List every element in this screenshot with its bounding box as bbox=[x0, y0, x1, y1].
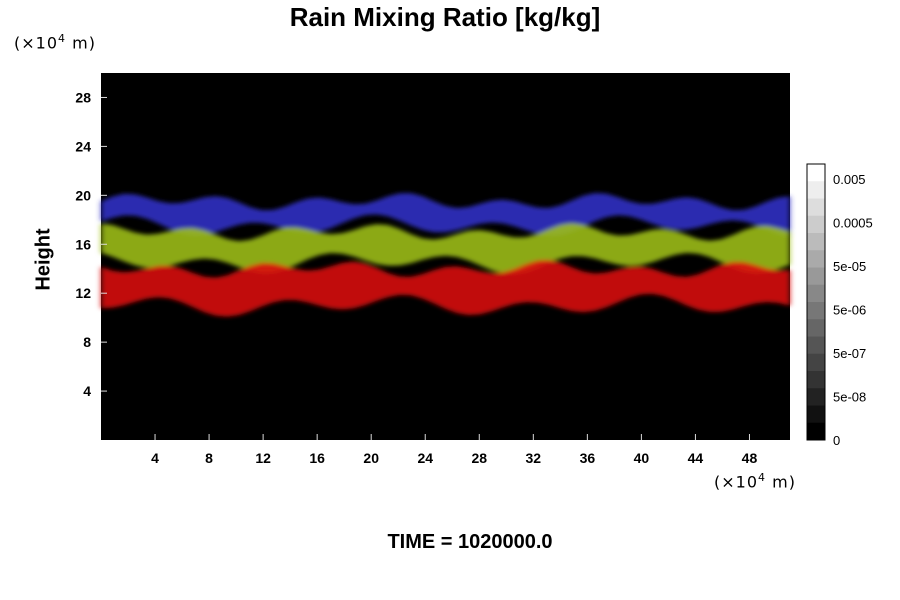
x-tick-label: 40 bbox=[634, 450, 650, 466]
colorbar-level bbox=[807, 284, 825, 303]
band-green bbox=[101, 223, 790, 275]
colorbar-label: 0 bbox=[833, 433, 840, 448]
colorbar-label: 5e-08 bbox=[833, 390, 866, 405]
x-tick-label: 12 bbox=[255, 450, 271, 466]
band-blue bbox=[101, 193, 790, 237]
colorbar-label: 5e-06 bbox=[833, 303, 866, 318]
colorbar-level bbox=[807, 302, 825, 320]
x-axis-unit: (×104 m) bbox=[714, 471, 796, 492]
colorbar-level bbox=[807, 371, 825, 389]
colorbar-level bbox=[807, 198, 825, 217]
precipitation-field bbox=[101, 193, 790, 317]
chart-title: Rain Mixing Ratio [kg/kg] bbox=[289, 2, 601, 32]
y-tick-label: 12 bbox=[75, 285, 91, 301]
colorbar-level bbox=[807, 250, 825, 268]
x-tick-label: 36 bbox=[580, 450, 596, 466]
colorbar: 0.005 0.0005 5e-05 5e-06 5e-07 5e-08 0 bbox=[806, 163, 873, 448]
colorbar-level bbox=[807, 405, 825, 424]
x-tick-label: 16 bbox=[309, 450, 325, 466]
colorbar-label: 5e-05 bbox=[833, 259, 866, 274]
y-axis-unit: (×104 m) bbox=[14, 32, 96, 53]
y-tick-label: 16 bbox=[75, 236, 91, 252]
x-tick-label: 24 bbox=[417, 450, 433, 466]
x-tick-label: 20 bbox=[363, 450, 379, 466]
x-tick-label: 28 bbox=[471, 450, 487, 466]
y-tick-label: 28 bbox=[75, 89, 91, 105]
y-tick-label: 20 bbox=[75, 187, 91, 203]
x-tick-label: 44 bbox=[688, 450, 704, 466]
colorbar-label: 0.0005 bbox=[833, 216, 873, 231]
colorbar-level bbox=[807, 181, 825, 199]
colorbar-level bbox=[807, 319, 825, 337]
colorbar-level bbox=[807, 233, 825, 251]
colorbar-level bbox=[807, 353, 825, 372]
colorbar-level bbox=[807, 336, 825, 355]
x-tick-label: 48 bbox=[742, 450, 758, 466]
colorbar-level bbox=[807, 388, 825, 406]
band-red bbox=[101, 259, 790, 317]
colorbar-frame bbox=[806, 163, 826, 441]
colorbar-label: 0.005 bbox=[833, 172, 866, 187]
y-tick-label: 24 bbox=[75, 138, 91, 154]
y-tick-label: 8 bbox=[83, 334, 91, 350]
y-tick-label: 4 bbox=[83, 383, 91, 399]
colorbar-level bbox=[807, 267, 825, 286]
x-tick-label: 4 bbox=[151, 450, 159, 466]
colorbar-level bbox=[807, 215, 825, 234]
x-tick-label: 32 bbox=[526, 450, 542, 466]
colorbar-level bbox=[807, 164, 825, 182]
colorbar-level bbox=[807, 422, 825, 441]
time-label: TIME = 1020000.0 bbox=[387, 531, 553, 553]
colorbar-label: 5e-07 bbox=[833, 346, 866, 361]
x-tick-label: 8 bbox=[205, 450, 213, 466]
